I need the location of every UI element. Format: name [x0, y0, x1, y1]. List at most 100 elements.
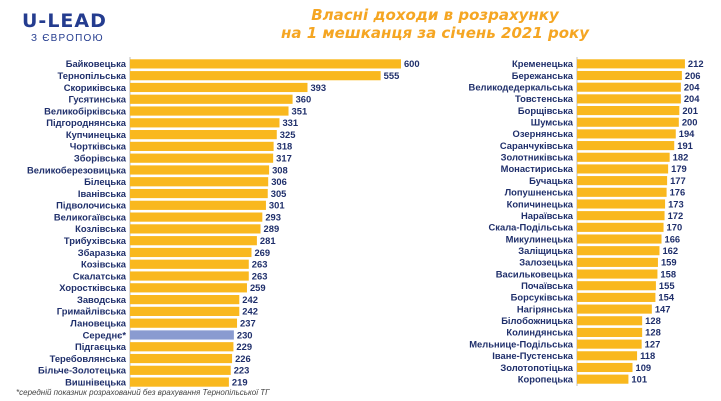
bar — [130, 247, 252, 258]
category-label: Гусятинська — [68, 94, 126, 105]
bar — [577, 222, 664, 232]
average-bar — [130, 330, 234, 340]
category-label: Зборівська — [74, 152, 127, 163]
data-label: 289 — [264, 223, 280, 234]
data-label: 242 — [242, 306, 258, 317]
category-label: Саранчуківська — [500, 140, 574, 151]
bar — [130, 59, 401, 69]
category-label: Золотниківська — [501, 152, 574, 163]
category-label: Козлівська — [75, 223, 127, 234]
data-label: 219 — [232, 376, 248, 387]
category-label: Бучацька — [529, 175, 574, 186]
bar — [577, 152, 670, 162]
data-label: 293 — [265, 211, 281, 222]
bar — [577, 129, 676, 139]
bar — [577, 362, 633, 373]
category-label: Лопушненська — [505, 187, 574, 198]
category-label: Байковецька — [66, 58, 127, 69]
data-label: 360 — [296, 94, 312, 105]
data-label: 301 — [269, 200, 285, 211]
data-label: 259 — [250, 282, 266, 293]
data-label: 223 — [234, 365, 250, 376]
bar — [577, 141, 675, 151]
bar — [130, 130, 277, 140]
category-label: Мельнице-Подільська — [469, 338, 574, 349]
data-label: 204 — [684, 93, 700, 104]
category-label: Вишнівецька — [65, 376, 127, 387]
data-label: 229 — [236, 341, 252, 352]
data-label: 242 — [242, 294, 258, 305]
u-lead-logo: U-LEAD З ЄВРОПОЮ — [22, 10, 112, 54]
data-label: 172 — [668, 210, 684, 221]
data-label: 173 — [668, 198, 684, 209]
category-label: Великодедеркальська — [469, 81, 574, 92]
data-label: 155 — [659, 280, 675, 291]
bar — [130, 236, 257, 246]
category-label: Нараївська — [521, 210, 574, 221]
data-label: 158 — [660, 268, 676, 279]
data-label: 281 — [260, 235, 276, 246]
category-label: Шумська — [531, 117, 574, 128]
category-label: Великобірківська — [44, 105, 127, 116]
data-label: 555 — [384, 70, 400, 81]
category-label: Трибухівська — [64, 235, 127, 246]
data-label: 109 — [635, 362, 651, 373]
data-label: 263 — [252, 270, 268, 281]
category-label: Бережанська — [512, 70, 574, 81]
data-label: 118 — [640, 350, 655, 361]
category-label: Озернянська — [513, 128, 574, 139]
bar — [577, 292, 656, 302]
data-label: 204 — [684, 81, 700, 92]
category-label: Почаївська — [521, 280, 574, 291]
category-label: Скалатська — [73, 270, 127, 281]
data-label: 351 — [292, 105, 308, 116]
chart-right: Кременецька 212 Бережанська 206 Великодедерк… — [469, 57, 704, 386]
data-label: 170 — [667, 222, 683, 233]
category-label: Білобожницька — [501, 315, 574, 326]
data-label: 269 — [254, 247, 270, 258]
category-label: Теребовлянська — [50, 353, 127, 364]
footnote: *середній показник розрахований без врах… — [16, 388, 270, 397]
bar — [577, 246, 660, 256]
data-label: 331 — [282, 117, 298, 128]
data-label: 128 — [645, 315, 661, 326]
category-label: Борщівська — [518, 105, 574, 116]
data-label: 166 — [665, 233, 681, 244]
category-label: Залозецька — [519, 257, 573, 268]
logo-subtext: З ЄВРОПОЮ — [31, 33, 104, 44]
category-label: Тернопільська — [58, 70, 127, 81]
category-label: Козівська — [81, 259, 127, 270]
category-label: Підволочиська — [56, 200, 127, 211]
bar — [130, 82, 308, 93]
data-label: 179 — [671, 163, 687, 174]
bar — [577, 281, 656, 291]
data-label: 177 — [670, 175, 686, 186]
chart-title-line1: Власні доходи в розрахунку — [311, 6, 559, 24]
logo-text: U-LEAD — [22, 10, 107, 32]
category-label: Чортківська — [70, 141, 127, 152]
category-label: Збаразька — [78, 247, 127, 258]
category-label: Товстенська — [515, 93, 574, 104]
bar — [577, 59, 685, 69]
bar — [577, 316, 643, 326]
category-label: Васильковецька — [496, 268, 574, 279]
data-label: 194 — [679, 128, 695, 139]
category-label: Великогаївська — [54, 211, 127, 222]
data-label: 176 — [670, 187, 686, 198]
bar — [130, 177, 269, 187]
bar — [130, 71, 381, 81]
category-label: Більче-Золотецька — [38, 365, 127, 376]
data-label: 191 — [677, 140, 693, 151]
category-label: Гримайлівська — [57, 306, 127, 317]
bar — [130, 259, 249, 269]
bar — [130, 224, 261, 234]
bar — [577, 327, 643, 338]
data-label: 230 — [237, 329, 253, 340]
category-label: Підгороднянська — [46, 117, 127, 128]
bar — [577, 339, 642, 349]
category-label: Коропецька — [518, 373, 574, 384]
bar — [130, 141, 274, 151]
bar — [577, 94, 681, 104]
category-label: Середнє* — [83, 329, 127, 340]
bar — [130, 353, 233, 364]
